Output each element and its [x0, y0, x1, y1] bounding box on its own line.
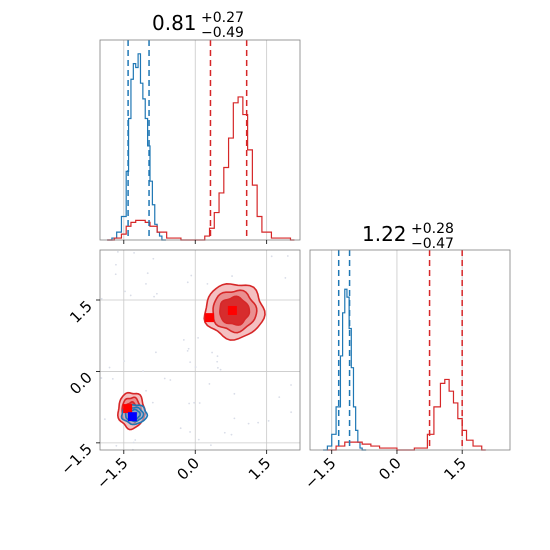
- marker-red-1: [205, 313, 215, 323]
- sample-dot: [186, 281, 189, 284]
- sample-dot: [100, 377, 103, 379]
- y-tick-label-param-1-0: −1.5: [57, 440, 95, 478]
- sample-dot: [145, 389, 147, 392]
- sample-dot: [189, 361, 192, 364]
- sample-dot: [153, 295, 155, 298]
- axes-frame: [309, 249, 511, 451]
- sample-dot: [188, 402, 191, 405]
- sample-dot: [231, 275, 233, 277]
- sample-dot: [186, 349, 189, 352]
- sample-dot: [257, 421, 260, 424]
- sample-dot: [182, 339, 185, 341]
- sample-dot: [169, 379, 172, 381]
- tick-labels: −1.5 −1.5−1.5 0.0 0.00.01.5 1.51.5: [57, 297, 470, 492]
- sample-dot: [230, 433, 233, 436]
- sample-dot: [190, 274, 193, 277]
- sample-dot: [151, 401, 154, 404]
- sample-dot: [100, 297, 103, 300]
- histogram-blue-param-1: [323, 288, 367, 451]
- sample-dot: [115, 263, 117, 266]
- sample-dot: [133, 251, 135, 254]
- title-plus-0: +0.27: [201, 10, 244, 26]
- joint-density-panel: [96, 249, 301, 454]
- sample-dot: [146, 272, 149, 275]
- sample-dot: [193, 401, 196, 404]
- title-value-0: 0.81: [152, 11, 197, 35]
- sample-dot: [152, 257, 155, 260]
- marginal-histogram-param-0: [99, 39, 301, 244]
- sample-dot: [206, 282, 209, 285]
- sample-dot: [197, 438, 200, 441]
- sample-dot: [216, 360, 219, 363]
- sample-dot: [163, 377, 166, 380]
- sample-dot: [179, 427, 182, 430]
- x-tick-label-param-1-2: 1.5: [440, 454, 470, 484]
- marker-red-0: [227, 305, 237, 315]
- y-tick-label-param-1-1: 0.0: [66, 369, 96, 399]
- sample-dot: [233, 417, 236, 420]
- sample-dot: [115, 444, 118, 447]
- sample-dot: [286, 255, 289, 257]
- sample-dot: [124, 290, 126, 293]
- title-plus-1: +0.28: [411, 221, 454, 237]
- x-tick-label-param-1-1: 0.0: [375, 454, 405, 484]
- sample-dot: [145, 282, 147, 285]
- marker-red-2: [123, 404, 133, 414]
- sample-dot: [155, 351, 157, 354]
- sample-dot: [187, 347, 190, 350]
- sample-dot: [210, 444, 212, 447]
- sample-dot: [108, 366, 111, 369]
- title-minus-0: −0.49: [201, 25, 244, 41]
- title-param-0: 0.81 +0.27 −0.49: [152, 10, 244, 41]
- histogram-blue-param-0: [107, 53, 166, 241]
- sample-dot: [208, 383, 211, 385]
- sample-dot: [290, 411, 293, 414]
- histogram-red-param-0: [107, 96, 295, 241]
- sample-dot: [114, 273, 117, 276]
- sample-dot: [216, 366, 219, 369]
- sample-dot: [247, 422, 250, 425]
- title-param-1: 1.22 +0.28 −0.47: [362, 221, 454, 252]
- sample-dot: [189, 431, 191, 433]
- sample-dot: [290, 384, 292, 386]
- sample-dot: [270, 255, 273, 258]
- sample-dot: [219, 368, 222, 371]
- title-minus-1: −0.47: [411, 236, 454, 252]
- x-tick-label-param-0-0: −1.5: [93, 454, 131, 492]
- sample-dot: [142, 370, 144, 373]
- x-tick-label-param-0-2: 1.5: [245, 454, 275, 484]
- marginal-histogram-param-1: [309, 249, 511, 454]
- sample-dot: [211, 351, 213, 354]
- sample-dot: [129, 294, 132, 297]
- sample-dot: [223, 431, 226, 434]
- title-value-1: 1.22: [362, 222, 407, 246]
- sample-dot: [233, 392, 236, 395]
- sample-dot: [132, 441, 135, 444]
- histogram-red-param-1: [327, 378, 486, 451]
- sample-dot: [194, 366, 197, 368]
- x-tick-label-param-0-1: 0.0: [173, 454, 203, 484]
- sample-dot: [267, 419, 270, 422]
- sample-dot: [278, 396, 281, 399]
- y-tick-label-param-1-2: 1.5: [66, 297, 96, 327]
- sample-dot: [116, 250, 119, 253]
- sample-dot: [216, 355, 219, 358]
- axes-frame: [99, 39, 301, 241]
- marker-blue-3: [127, 412, 137, 422]
- sample-dot: [284, 277, 287, 279]
- axes-frame: [99, 249, 301, 451]
- sample-dot: [198, 402, 201, 404]
- x-tick-label-param-1-0: −1.5: [301, 454, 339, 492]
- sample-dot: [123, 360, 126, 363]
- sample-dot: [155, 292, 158, 295]
- sample-dot: [134, 439, 137, 441]
- sample-dot: [197, 336, 199, 339]
- sample-dot: [111, 377, 114, 380]
- sample-dot: [103, 418, 106, 421]
